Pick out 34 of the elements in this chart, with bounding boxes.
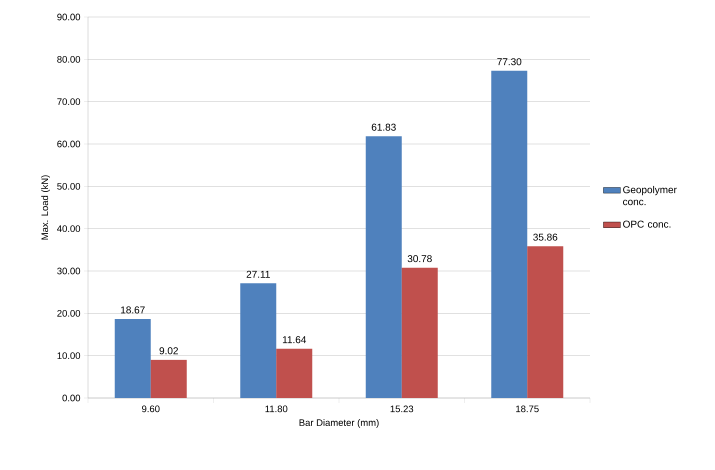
data-label: 18.67 [121, 306, 145, 314]
x-tick-label: 11.80 [265, 406, 288, 412]
x-axis-title: Bar Diameter (mm) [300, 419, 379, 428]
bar [150, 360, 187, 398]
y-tick-label: 80.00 [57, 56, 80, 63]
y-tick-label: 60.00 [57, 140, 80, 148]
data-label: 77.30 [497, 58, 522, 66]
data-label: 61.83 [372, 124, 396, 131]
x-tick-label: 9.60 [142, 406, 160, 412]
bar [240, 283, 276, 398]
y-tick-label: 70.00 [57, 98, 80, 106]
y-tick-label: 30.00 [57, 268, 80, 274]
data-label: 27.11 [246, 270, 270, 278]
y-tick-label: 10.00 [58, 352, 80, 360]
legend-label: OPC conc. [623, 220, 670, 228]
y-tick-label: 50.00 [57, 182, 80, 190]
data-label: 35.86 [533, 234, 558, 241]
data-label: 11.64 [282, 336, 306, 344]
legend-label: Geopolymer conc. [623, 186, 677, 206]
bar [527, 246, 564, 398]
bar [276, 348, 312, 398]
bar [402, 268, 438, 398]
y-tick-label: 0.00 [62, 394, 80, 402]
y-tick-label: 40.00 [57, 225, 80, 232]
bar [114, 318, 151, 398]
bar [366, 136, 402, 398]
x-tick-label: 15.23 [390, 406, 414, 412]
data-label: 30.78 [408, 255, 432, 262]
x-tick-label: 18.75 [516, 406, 539, 412]
y-axis-title: Max. Load (kN) [41, 175, 50, 240]
y-tick-label: 90.00 [57, 14, 80, 20]
data-label: 9.02 [160, 347, 178, 354]
y-tick-label: 20.00 [57, 310, 80, 317]
bar [491, 70, 528, 398]
